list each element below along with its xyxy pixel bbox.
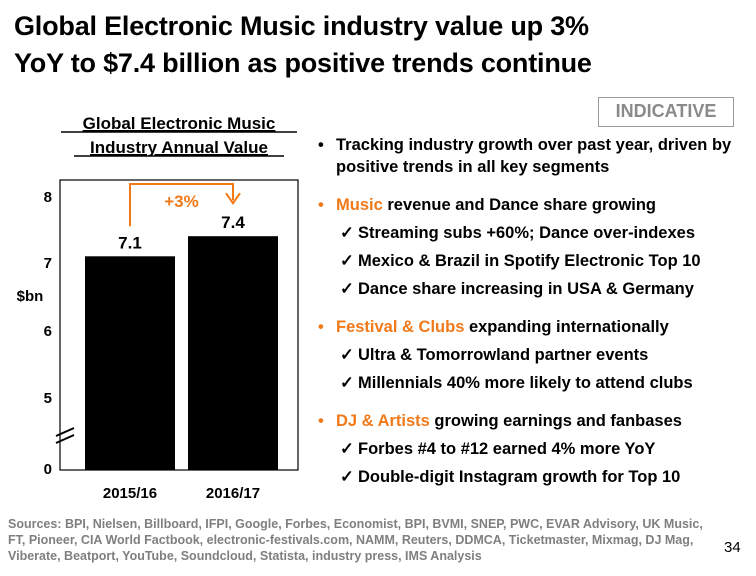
y-tick-label: 8 <box>44 189 52 206</box>
bullet-text: revenue and Dance share growing <box>382 196 657 214</box>
bullet-item: • Festival & Clubs expanding internationa… <box>318 316 748 338</box>
sub-bullet-text: Dance share increasing in USA & Germany <box>358 280 694 298</box>
checkmark-icon: ✓ <box>340 468 354 486</box>
bullet-item: • Music revenue and Dance share growing <box>318 194 748 216</box>
bar <box>188 236 278 470</box>
page-number: 34 <box>724 539 741 556</box>
sub-bullet-text: Mexico & Brazil in Spotify Electronic To… <box>358 252 701 270</box>
bullet-item: • Tracking industry growth over past year… <box>318 134 748 178</box>
sub-bullet-text: Forbes #4 to #12 earned 4% more YoY <box>358 440 656 458</box>
checkmark-icon: ✓ <box>340 280 354 298</box>
bullet-highlight: DJ & Artists <box>336 412 430 430</box>
bullet-highlight: Music <box>336 196 383 214</box>
checkmark-icon: ✓ <box>340 374 354 392</box>
sub-bullet-item: ✓ Streaming subs +60%; Dance over-indexes <box>318 222 748 244</box>
y-tick-label: 6 <box>44 323 52 340</box>
sub-bullet-text: Streaming subs +60%; Dance over-indexes <box>358 224 696 242</box>
sub-bullet-item: ✓ Millennials 40% more likely to attend c… <box>318 372 748 394</box>
sub-bullet-item: ✓ Mexico & Brazil in Spotify Electronic T… <box>318 250 748 272</box>
bullet-list: • Tracking industry growth over past year… <box>318 134 748 488</box>
bar <box>85 256 175 470</box>
title-line-2: YoY to $7.4 billion as positive trends c… <box>14 48 592 78</box>
sub-bullet-item: ✓ Ultra & Tomorrowland partner events <box>318 344 748 366</box>
change-label: +3% <box>164 192 199 211</box>
bullet-dot: • <box>318 412 324 430</box>
bar-value-label: 7.4 <box>221 213 245 232</box>
bullet-text: growing earnings and fanbases <box>429 412 682 430</box>
sub-bullet-item: ✓ Dance share increasing in USA & Germany <box>318 278 748 300</box>
change-bracket <box>129 183 234 227</box>
axis-break-mark <box>55 434 75 444</box>
title-line-1: Global Electronic Music industry value u… <box>14 11 589 41</box>
bar-chart: Global Electronic Music Industry Annual V… <box>17 114 299 502</box>
plot-frame <box>59 179 299 471</box>
sub-bullet-item: ✓ Forbes #4 to #12 earned 4% more YoY <box>318 438 748 460</box>
x-tick-label: 2016/17 <box>206 485 260 502</box>
y-tick-label: 5 <box>44 390 52 407</box>
sub-bullet-text: Double-digit Instagram growth for Top 10 <box>358 468 681 486</box>
change-arrowhead <box>225 192 241 205</box>
bullet-text: expanding internationally <box>464 318 669 336</box>
y-axis-label: $bn <box>17 288 44 305</box>
indicative-badge: INDICATIVE <box>598 97 734 127</box>
bullet-text: Tracking industry growth over past year,… <box>336 136 732 176</box>
sources-note: Sources: BPI, Nielsen, Billboard, IFPI, … <box>8 517 703 563</box>
bullet-dot: • <box>318 318 324 336</box>
bullet-highlight: Festival & Clubs <box>336 318 465 336</box>
bar-value-label: 7.1 <box>118 233 142 252</box>
sub-bullet-text: Ultra & Tomorrowland partner events <box>358 346 649 364</box>
sub-bullet-item: ✓ Double-digit Instagram growth for Top 1… <box>318 466 748 488</box>
bullet-item: • DJ & Artists growing earnings and fanba… <box>318 410 748 432</box>
checkmark-icon: ✓ <box>340 440 354 458</box>
checkmark-icon: ✓ <box>340 224 354 242</box>
bullet-dot: • <box>318 136 324 154</box>
y-tick-label: 7 <box>44 255 52 272</box>
x-tick-label: 2015/16 <box>103 485 157 502</box>
y-tick-label: 0 <box>44 461 52 478</box>
checkmark-icon: ✓ <box>340 252 354 270</box>
sub-bullet-text: Millennials 40% more likely to attend cl… <box>358 374 693 392</box>
chart-title-line-1: Global Electronic Music <box>83 114 276 133</box>
checkmark-icon: ✓ <box>340 346 354 364</box>
bullet-dot: • <box>318 196 324 214</box>
axis-break-mark <box>55 427 75 437</box>
chart-title-line-2: Industry Annual Value <box>90 138 268 157</box>
page-title: Global Electronic Music industry value u… <box>14 8 744 82</box>
